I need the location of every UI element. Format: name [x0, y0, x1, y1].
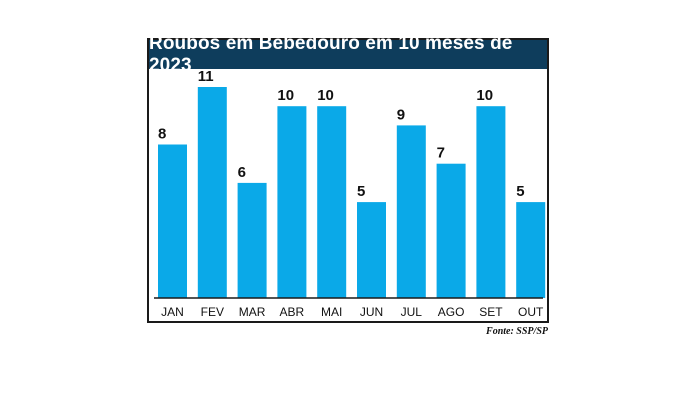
bar-out [516, 202, 546, 298]
bar-mai [317, 106, 347, 298]
tick-label-mar: MAR [239, 305, 266, 319]
tick-label-fev: FEV [201, 305, 224, 319]
value-label-jul: 9 [397, 106, 405, 123]
tick-label-jul: JUL [401, 305, 423, 319]
value-label-set: 10 [476, 87, 493, 104]
tick-label-abr: ABR [280, 305, 305, 319]
source-note: Fonte: SSP/SP [486, 326, 548, 337]
tick-label-mai: MAI [321, 305, 342, 319]
tick-label-jan: JAN [161, 305, 184, 319]
value-label-ago: 7 [437, 145, 445, 162]
value-label-fev: 11 [198, 68, 214, 85]
bar-ago [436, 163, 466, 298]
value-label-jun: 5 [357, 183, 365, 200]
value-label-abr: 10 [277, 87, 294, 104]
value-label-jan: 8 [158, 126, 166, 143]
bar-jan [158, 144, 187, 298]
bar-abr [277, 106, 307, 298]
value-label-out: 5 [516, 183, 524, 200]
bar-fev [197, 87, 227, 298]
bar-mar [237, 182, 267, 298]
tick-label-jun: JUN [360, 305, 383, 319]
value-label-mar: 6 [238, 164, 246, 181]
value-label-mai: 10 [317, 87, 334, 104]
bar-jun [357, 202, 386, 298]
tick-label-out: OUT [518, 305, 544, 319]
bar-set [476, 106, 506, 298]
bar-jul [396, 125, 426, 299]
tick-label-ago: AGO [438, 305, 465, 319]
tick-label-set: SET [479, 305, 503, 319]
